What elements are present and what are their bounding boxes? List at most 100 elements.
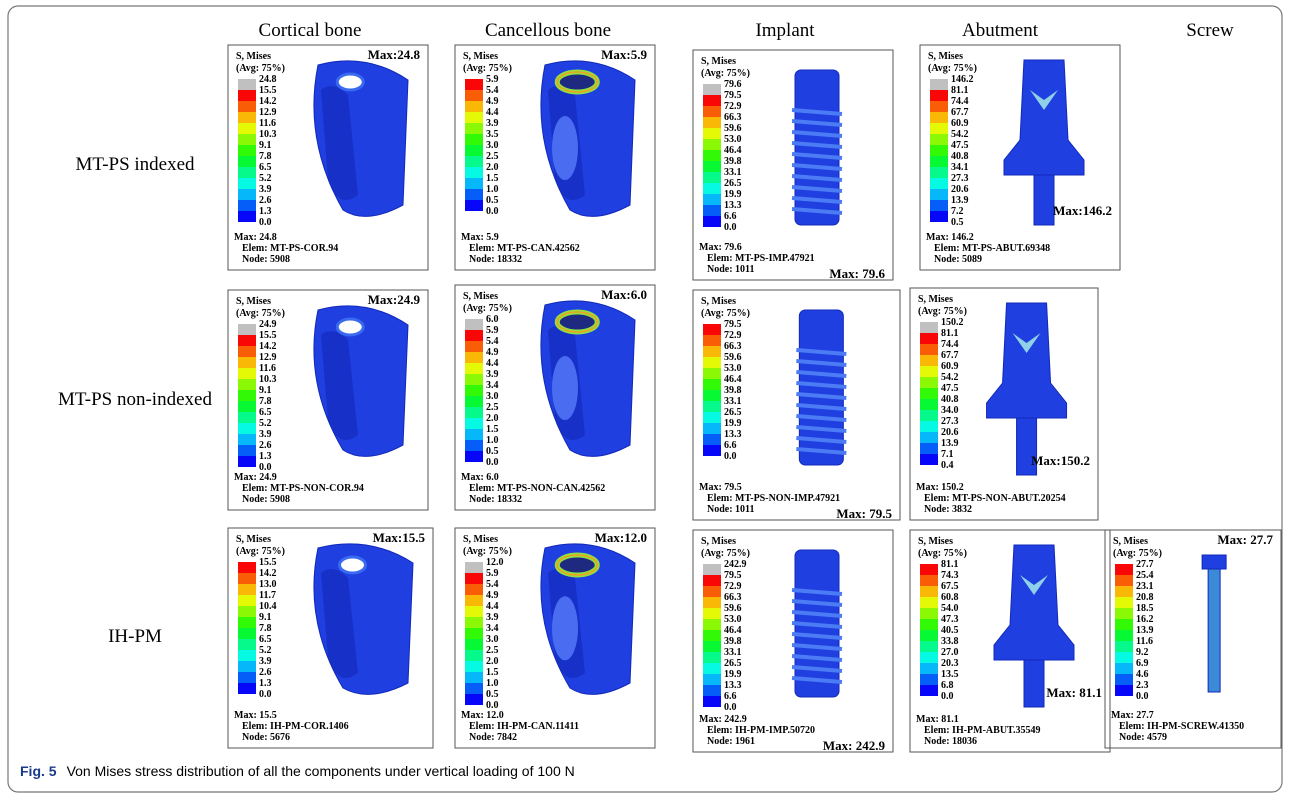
legend-swatch <box>930 156 948 167</box>
legend-value: 13.5 <box>941 669 959 680</box>
legend-swatch <box>703 161 721 172</box>
legend-value: 2.0 <box>486 656 499 667</box>
legend-value: 59.6 <box>724 603 742 614</box>
legend-value: 2.5 <box>486 645 499 656</box>
legend-swatch <box>703 390 721 401</box>
legend-swatch <box>703 194 721 205</box>
legend-value: 11.6 <box>259 363 276 374</box>
legend-value: 27.3 <box>951 173 969 184</box>
legend-swatch <box>920 685 938 696</box>
legend-swatch <box>465 330 483 341</box>
legend-swatch <box>920 443 938 454</box>
legend-value: 4.9 <box>486 590 499 601</box>
legend-swatch <box>920 575 938 586</box>
legend-value: 53.0 <box>724 363 742 374</box>
legend-value: 1.3 <box>259 206 272 217</box>
legend-swatch <box>465 606 483 617</box>
legend-value: 14.2 <box>259 568 277 579</box>
legend-value: 60.8 <box>941 592 959 603</box>
legend-subtitle: (Avg: 75%) <box>463 63 512 74</box>
legend-value: 5.2 <box>259 645 272 656</box>
legend-swatch <box>920 663 938 674</box>
legend-swatch <box>238 445 256 456</box>
legend-value: 67.7 <box>941 350 959 361</box>
legend-swatch <box>238 90 256 101</box>
legend-value: 13.0 <box>259 579 277 590</box>
legend-swatch <box>238 189 256 200</box>
legend-value: 3.9 <box>259 429 272 440</box>
legend-value: 33.1 <box>724 167 742 178</box>
legend-value: 10.4 <box>259 601 277 612</box>
legend-swatch <box>465 189 483 200</box>
legend-value: 0.0 <box>724 702 737 713</box>
panel-node: Node: 5676 <box>242 732 290 743</box>
legend-swatch <box>238 617 256 628</box>
legend-swatch <box>465 363 483 374</box>
legend-swatch <box>920 355 938 366</box>
legend-subtitle: (Avg: 75%) <box>701 68 750 79</box>
panel-max: Max: 242.9 <box>699 714 747 725</box>
legend-subtitle: (Avg: 75%) <box>928 63 977 74</box>
legend-value: 7.2 <box>951 206 964 217</box>
legend-value: 66.3 <box>724 112 742 123</box>
legend-swatch <box>920 399 938 410</box>
legend-swatch <box>238 178 256 189</box>
legend-swatch <box>238 324 256 335</box>
legend-value: 1.5 <box>486 667 499 678</box>
legend-swatch <box>703 608 721 619</box>
legend-subtitle: (Avg: 75%) <box>236 63 285 74</box>
legend-value: 27.0 <box>941 647 959 658</box>
legend-swatch <box>703 597 721 608</box>
legend-swatch <box>238 357 256 368</box>
legend-swatch <box>465 341 483 352</box>
panel-max: Max: 24.9 <box>234 472 277 483</box>
stress-panel: S, Mises(Avg: 75%)27.725.423.120.818.516… <box>1105 530 1281 748</box>
max-callout: Max: 79.5 <box>836 506 892 521</box>
legend-value: 46.4 <box>724 374 742 385</box>
legend-swatch <box>930 167 948 178</box>
legend-value: 74.3 <box>941 570 959 581</box>
legend-swatch <box>465 639 483 650</box>
legend-value: 79.5 <box>724 319 742 330</box>
legend-swatch <box>703 368 721 379</box>
legend-swatch <box>930 112 948 123</box>
legend-value: 1.5 <box>486 424 499 435</box>
legend-swatch <box>703 630 721 641</box>
legend-value: 40.8 <box>941 394 959 405</box>
legend-swatch <box>920 586 938 597</box>
panel-elem: Elem: MT-PS-COR.94 <box>242 243 338 254</box>
legend-value: 12.9 <box>259 352 277 363</box>
legend-value: 2.6 <box>259 667 272 678</box>
legend-value: 5.4 <box>486 336 499 347</box>
legend-swatch <box>1115 663 1133 674</box>
panel-node: Node: 18332 <box>469 254 522 265</box>
panel-elem: Elem: MT-PS-NON-COR.94 <box>242 483 364 494</box>
abutment-model <box>994 545 1074 660</box>
panel-max: Max: 146.2 <box>926 232 974 243</box>
legend-swatch <box>238 346 256 357</box>
legend-swatch <box>1115 674 1133 685</box>
row-label: MT-PS non-indexed <box>58 389 212 410</box>
legend-swatch <box>465 429 483 440</box>
legend-swatch <box>703 172 721 183</box>
legend-value: 13.9 <box>941 438 959 449</box>
max-callout: Max:5.9 <box>601 47 647 62</box>
legend-subtitle: (Avg: 75%) <box>918 306 967 317</box>
legend-value: 1.3 <box>259 451 272 462</box>
legend-swatch <box>238 562 256 573</box>
legend-value: 0.5 <box>486 689 499 700</box>
legend-value: 15.5 <box>259 330 277 341</box>
legend-value: 14.2 <box>259 96 277 107</box>
legend-value: 9.1 <box>259 385 272 396</box>
legend-value: 3.4 <box>486 623 499 634</box>
legend-swatch <box>238 167 256 178</box>
legend-swatch <box>465 628 483 639</box>
legend-swatch <box>238 639 256 650</box>
legend-value: 53.0 <box>724 134 742 145</box>
legend-swatch <box>465 123 483 134</box>
legend-value: 54.2 <box>941 372 959 383</box>
legend-swatch <box>703 335 721 346</box>
legend-swatch <box>703 357 721 368</box>
legend-value: 9.1 <box>259 140 272 151</box>
stress-panel: S, Mises(Avg: 75%)24.915.514.212.911.610… <box>228 290 428 510</box>
